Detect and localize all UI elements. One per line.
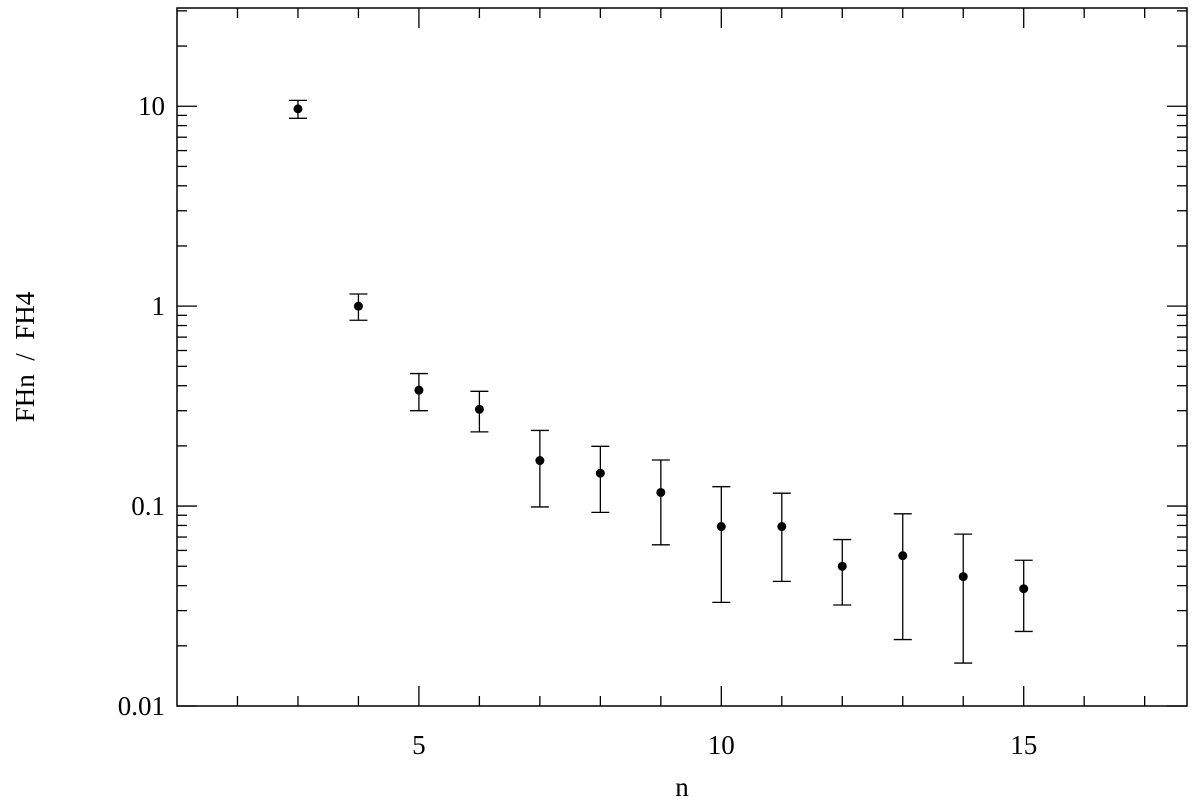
y-tick-label: 10 bbox=[138, 91, 165, 121]
point bbox=[716, 522, 726, 532]
y-tick-label: 0.1 bbox=[131, 491, 165, 521]
point bbox=[777, 522, 787, 532]
y-tick-label: 0.01 bbox=[118, 691, 165, 721]
point bbox=[595, 468, 605, 478]
point bbox=[656, 487, 666, 497]
y-tick-label: 1 bbox=[152, 291, 166, 321]
x-tick-label: 15 bbox=[1010, 730, 1037, 760]
point bbox=[474, 404, 484, 414]
point bbox=[353, 301, 363, 311]
point bbox=[898, 551, 908, 561]
x-tick-label: 10 bbox=[708, 730, 735, 760]
y-axis-label: FHn / FH4 bbox=[10, 291, 40, 422]
point bbox=[1019, 584, 1029, 594]
point bbox=[958, 572, 968, 582]
x-axis-label: n bbox=[675, 772, 689, 802]
point bbox=[414, 385, 424, 395]
point bbox=[837, 561, 847, 571]
point bbox=[293, 104, 303, 114]
plot-frame bbox=[176, 7, 1188, 707]
x-tick-label: 5 bbox=[412, 730, 426, 760]
point bbox=[535, 456, 545, 466]
